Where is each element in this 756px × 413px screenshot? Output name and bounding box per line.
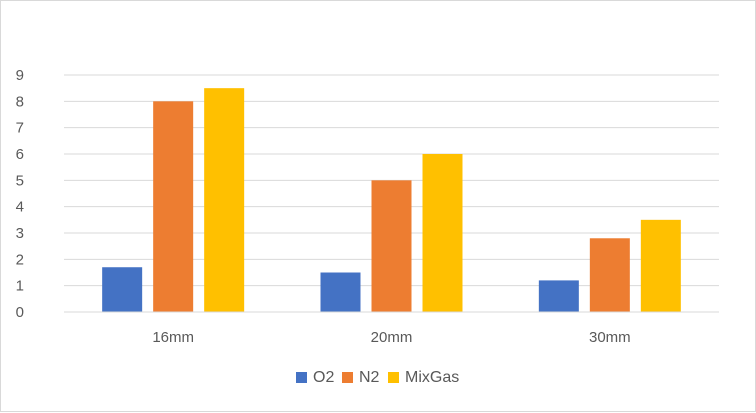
x-axis: 16mm 20mm 30mm — [64, 311, 719, 346]
y-tick-label: 4 — [16, 199, 24, 216]
bar-mixgas-20mm — [422, 154, 463, 312]
x-tick-label: 16mm — [152, 329, 194, 346]
y-tick-label: 7 — [16, 120, 24, 137]
legend-swatch — [296, 372, 307, 383]
legend-swatch — [388, 372, 399, 383]
legend: O2 N2 MixGas — [296, 369, 459, 386]
y-tick-label: 6 — [16, 146, 24, 163]
y-tick-label: 5 — [16, 172, 24, 189]
bar-n2-20mm — [371, 180, 412, 312]
y-tick-label: 0 — [16, 304, 24, 321]
legend-label: MixGas — [405, 369, 459, 386]
legend-label: O2 — [313, 369, 334, 386]
y-tick-label: 2 — [16, 251, 24, 268]
y-tick-label: 3 — [16, 225, 24, 242]
y-tick-label: 9 — [16, 67, 24, 84]
bar-o2-30mm — [538, 280, 579, 312]
bars — [102, 88, 681, 313]
y-axis: 0 1 2 3 4 5 6 7 8 9 — [16, 67, 24, 321]
legend-label: N2 — [359, 369, 380, 386]
bar-o2-20mm — [320, 272, 361, 312]
y-tick-label: 1 — [16, 278, 24, 295]
legend-item-o2: O2 — [296, 369, 334, 386]
bar-n2-16mm — [153, 101, 194, 312]
legend-swatch — [342, 372, 353, 383]
bar-mixgas-30mm — [640, 219, 681, 312]
bar-o2-16mm — [102, 267, 143, 312]
y-tick-label: 8 — [16, 93, 24, 110]
bar-n2-30mm — [589, 238, 630, 312]
bar-mixgas-16mm — [204, 88, 245, 313]
x-tick-label: 20mm — [371, 329, 413, 346]
x-tick-label: 30mm — [589, 329, 631, 346]
legend-item-mixgas: MixGas — [388, 369, 459, 386]
legend-item-n2: N2 — [342, 369, 380, 386]
